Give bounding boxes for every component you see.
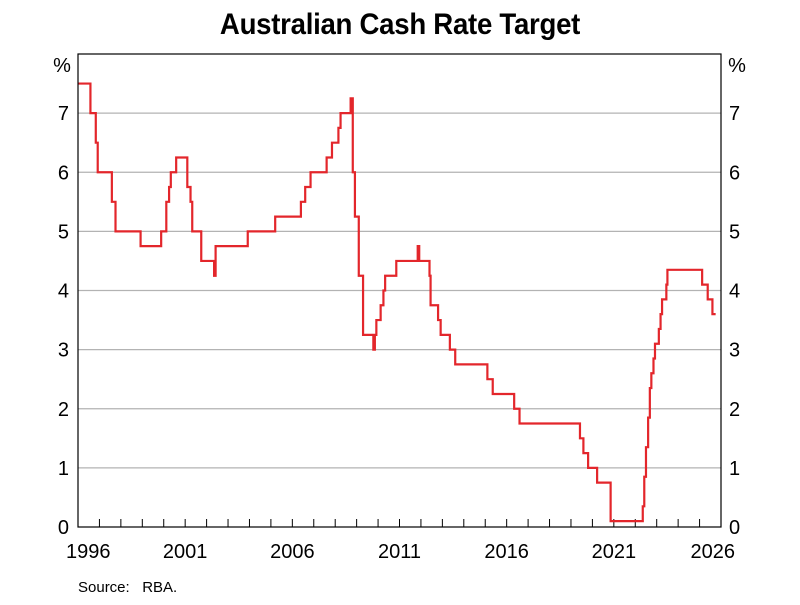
x-axis-ticks: [98, 519, 701, 527]
y-tick-label: 5: [729, 221, 740, 243]
y-tick-label: 4: [729, 281, 740, 303]
y-axis-labels-left: 0 1 2 3 4 5 6 7: [58, 103, 69, 539]
y-tick-label: 1: [58, 458, 69, 480]
x-tick-label: 2006: [270, 541, 315, 563]
y-tick-label: 3: [58, 340, 69, 362]
y-tick-label: 7: [58, 103, 69, 125]
x-tick-label: 1996: [66, 541, 111, 563]
cash-rate-line: [78, 82, 716, 523]
x-axis-labels: 1996 2001 2006 2011 2016 2021 2026: [66, 541, 735, 563]
x-tick-label: 2011: [378, 541, 421, 563]
chart-title: Australian Cash Rate Target: [219, 8, 581, 41]
y-tick-label: 2: [729, 399, 740, 421]
x-tick-label: 2001: [163, 541, 208, 563]
source-label: Source:: [78, 579, 130, 596]
y-tick-label: 6: [729, 162, 740, 184]
y-tick-label: 6: [58, 162, 69, 184]
source-value: RBA.: [142, 579, 178, 596]
y-tick-label: 3: [729, 340, 740, 362]
y-tick-label: 4: [58, 281, 69, 303]
y-tick-label: 0: [729, 517, 740, 539]
y-axis-labels-right: 0 1 2 3 4 5 6 7: [729, 103, 740, 539]
y-tick-label: 2: [58, 399, 69, 421]
gridlines: [78, 112, 721, 469]
y-unit-right: %: [728, 55, 746, 77]
source-note: Source: RBA.: [78, 579, 177, 596]
y-unit-left: %: [53, 55, 71, 77]
y-tick-label: 5: [58, 221, 69, 243]
plot-frame: [77, 53, 722, 528]
x-tick-label: 2021: [592, 541, 637, 563]
y-tick-label: 7: [729, 103, 740, 125]
y-tick-label: 1: [729, 458, 740, 480]
y-tick-label: 0: [58, 517, 69, 539]
x-tick-label: 2026: [691, 541, 736, 563]
x-tick-label: 2016: [484, 541, 529, 563]
